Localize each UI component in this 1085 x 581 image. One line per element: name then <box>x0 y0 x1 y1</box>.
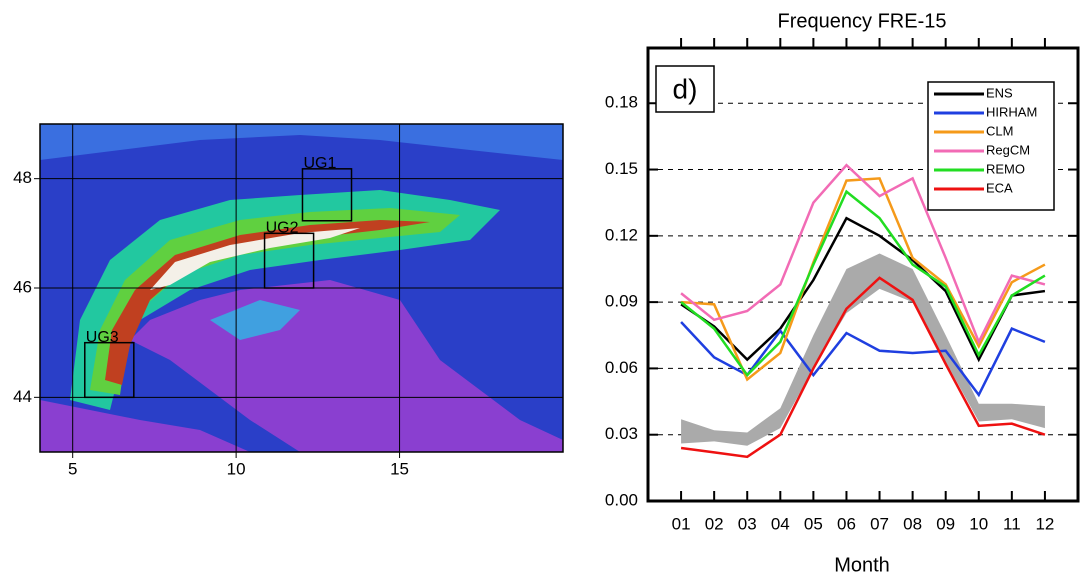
y-tick-label: 0.18 <box>605 93 638 112</box>
annotation: d) <box>673 73 698 104</box>
legend-label: ECA <box>986 180 1013 195</box>
legend-label: REMO <box>986 161 1025 176</box>
series-line <box>680 321 1046 398</box>
region-label: UG2 <box>266 220 299 237</box>
x-tick-label: 03 <box>738 514 757 533</box>
region-box <box>84 341 135 399</box>
sea <box>40 400 250 452</box>
x-tick-label: 10 <box>969 514 988 533</box>
x-tick-label: 12 <box>1035 514 1054 533</box>
plot-frame <box>646 46 1080 503</box>
x-tick-label: 15 <box>390 459 409 478</box>
region-label: UG1 <box>303 155 336 172</box>
x-tick-label: 04 <box>771 514 790 533</box>
peaks <box>150 228 360 290</box>
y-tick-label: 0.12 <box>605 225 638 244</box>
series-line <box>680 163 1046 345</box>
y-tick-label: 0.06 <box>605 358 638 377</box>
series-line <box>680 276 1046 459</box>
map: 5 10 15 44 46 48 UG1 UG2 UG3 <box>13 124 563 478</box>
x-tick-label: 09 <box>936 514 955 533</box>
series-line <box>680 189 1046 377</box>
y-tick-label: 46 <box>13 277 32 296</box>
x-tick-label: 01 <box>672 514 691 533</box>
x-tick-label: 05 <box>804 514 823 533</box>
chart-title: Frequency FRE-15 <box>778 10 947 32</box>
line-chart: 0.00 0.03 0.06 0.09 0.12 0.15 0.18 01 02 03 04 05 06… <box>605 38 1080 533</box>
x-tick-label: 06 <box>837 514 856 533</box>
region-label: UG3 <box>86 329 119 346</box>
x-tick-label: 11 <box>1003 514 1021 533</box>
y-tick-label: 0.03 <box>605 424 638 443</box>
region-box <box>263 232 315 289</box>
region-box <box>301 168 353 222</box>
y-tick-label: 44 <box>13 387 32 406</box>
legend-label: RegCM <box>986 142 1030 157</box>
x-tick-label: 10 <box>227 459 246 478</box>
y-tick-label: 48 <box>13 168 32 187</box>
apennine <box>210 300 300 340</box>
plain <box>40 124 563 160</box>
y-tick-label: 0.00 <box>605 490 638 509</box>
x-tick-label: 07 <box>870 514 889 533</box>
x-tick-label: 02 <box>705 514 724 533</box>
x-tick-label: 08 <box>903 514 922 533</box>
annotation-box <box>655 65 715 113</box>
x-tick-label: 5 <box>68 459 77 478</box>
y-tick-label: 0.15 <box>605 159 638 178</box>
legend-label: HIRHAM <box>986 104 1037 119</box>
legend-label: CLM <box>986 123 1013 138</box>
legend-label: ENS <box>986 85 1013 100</box>
y-tick-label: 0.09 <box>605 292 638 311</box>
series-line <box>680 216 1046 363</box>
x-axis-label: Month <box>834 554 890 576</box>
